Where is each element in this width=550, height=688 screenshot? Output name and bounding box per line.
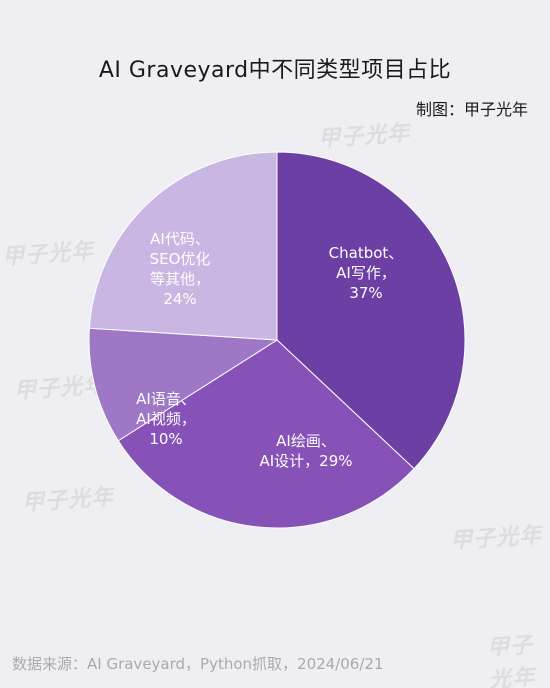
slice-label-line: SEO优化 (150, 250, 211, 268)
pie-slices (88, 151, 466, 529)
chart-title: AI Graveyard中不同类型项目占比 (98, 58, 452, 83)
slice-label-line: AI视频， (136, 410, 196, 428)
slice-label-line: AI设计，29% (259, 452, 352, 470)
pie-slice-4 (88, 151, 278, 341)
slice-label-line: 37% (349, 284, 382, 302)
slice-label-1: Chatbot、 AI写作， 37% (329, 244, 404, 302)
slice-label-3: AI语音、 AI视频， 10% (136, 390, 196, 448)
pie-slice-2 (117, 339, 415, 529)
pie-slice-3 (88, 327, 279, 442)
slice-label-line: 24% (163, 290, 196, 308)
slice-label-2: AI绘画、 AI设计，29% (259, 432, 352, 470)
data-source-note: 数据来源：AI Graveyard，Python抓取，2024/06/21 (12, 655, 384, 673)
slice-label-line: 等其他， (150, 270, 210, 288)
slice-label-line: AI绘画、 (276, 432, 336, 450)
slice-label-line: AI写作， (336, 264, 396, 282)
slice-label-4: AI代码、 SEO优化等其他， 24% (150, 230, 211, 308)
pie-labels: Chatbot、 AI写作， 37% AI绘画、 AI设计，29% AI语音、 AI视频， 1… (136, 230, 403, 470)
slice-label-line: AI代码、 (150, 230, 210, 248)
slice-label-line: AI语音、 (136, 390, 196, 408)
pie-slice-1 (276, 151, 466, 470)
slice-label-line: 10% (149, 430, 182, 448)
slice-label-line: Chatbot、 (329, 244, 404, 262)
chart-credit: 制图：甲子光年 (415, 100, 528, 119)
